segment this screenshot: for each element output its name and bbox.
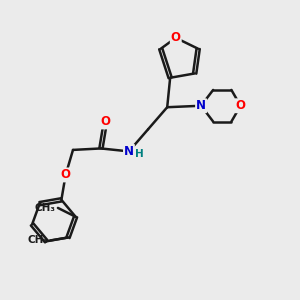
Text: O: O: [100, 116, 110, 128]
Text: O: O: [61, 168, 70, 182]
Text: CH₃: CH₃: [34, 203, 56, 213]
Text: O: O: [171, 31, 181, 44]
Text: N: N: [196, 99, 206, 112]
Text: H: H: [135, 149, 144, 159]
Text: O: O: [236, 99, 245, 112]
Text: N: N: [124, 145, 134, 158]
Text: CH₃: CH₃: [27, 236, 48, 245]
